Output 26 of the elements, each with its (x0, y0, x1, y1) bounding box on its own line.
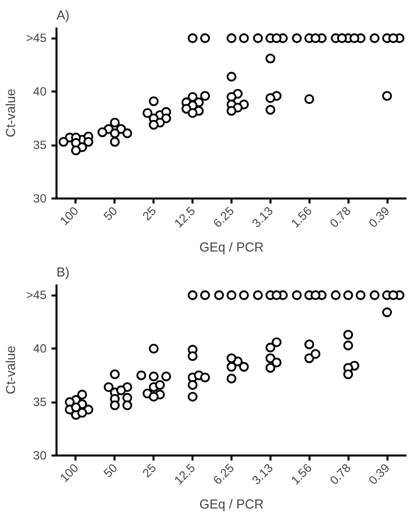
y-tick-label: 40 (33, 342, 47, 356)
y-tick-label: 30 (33, 192, 47, 206)
x-tick-label: 0.39 (366, 460, 393, 488)
x-tick-label: 3.13 (249, 204, 276, 230)
x-axis-title: GEq / PCR (199, 239, 264, 254)
y-tick-label: 35 (33, 138, 47, 152)
y-tick-label: >45 (26, 31, 47, 46)
chart-title: B) (56, 264, 70, 280)
y-tick-label: >45 (26, 288, 47, 302)
y-tick-label: 30 (33, 448, 47, 462)
x-tick-label: 0.78 (327, 204, 354, 230)
x-tick-label: 100 (57, 204, 82, 228)
y-axis-title: Ct-value (3, 346, 18, 394)
x-tick-label: 25 (140, 204, 160, 224)
x-tick-label: 0.78 (327, 460, 354, 488)
chart-title: A) (56, 8, 70, 22)
x-tick-label: 3.13 (249, 460, 276, 488)
x-tick-label: 0.39 (366, 204, 393, 230)
y-tick-label: 35 (33, 395, 47, 410)
x-tick-label: 50 (100, 204, 120, 224)
x-tick-label: 25 (140, 460, 160, 480)
x-axis-title: GEq / PCR (199, 496, 264, 512)
y-axis-title: Ct-value (3, 88, 18, 138)
x-tick-label: 50 (100, 460, 120, 480)
x-tick-label: 100 (57, 460, 82, 485)
y-tick-label: 40 (33, 84, 47, 99)
